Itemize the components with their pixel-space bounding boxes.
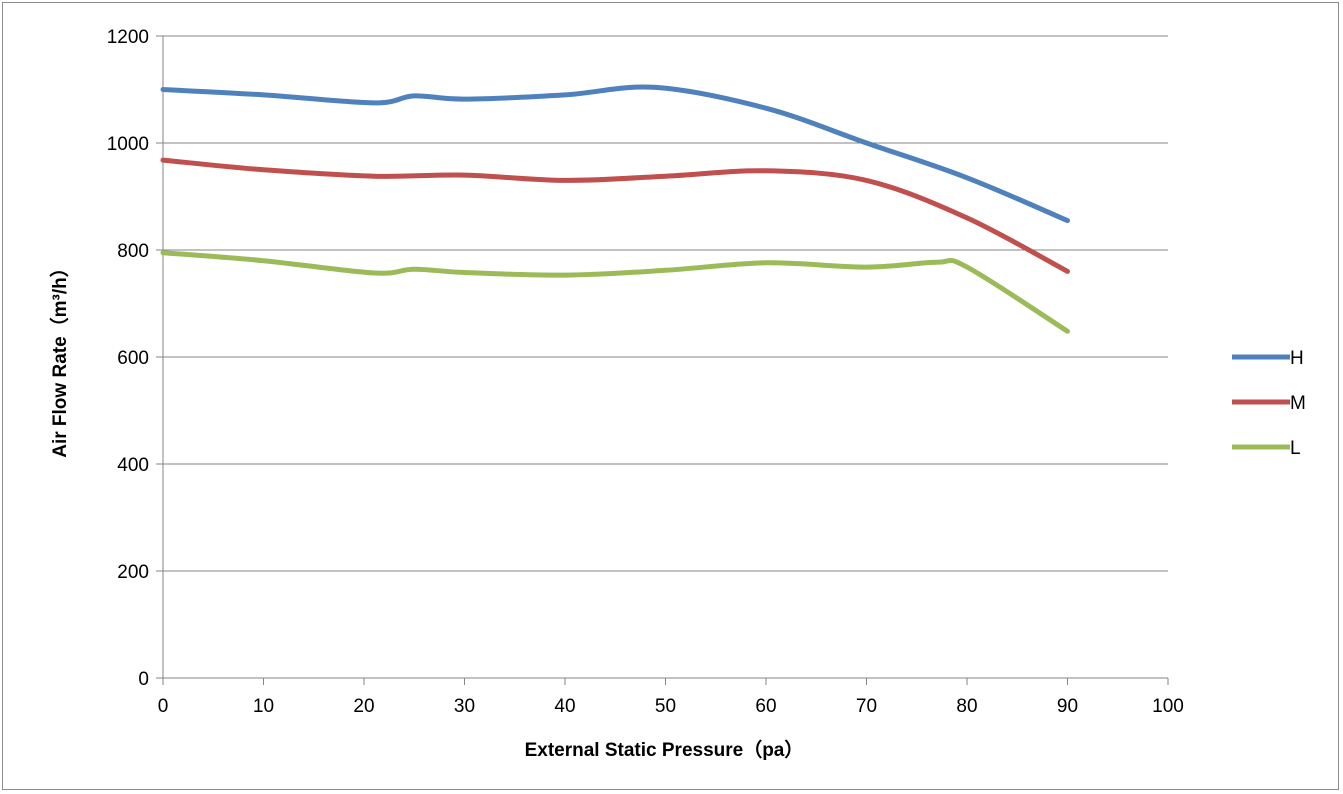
x-tick-label: 70 (856, 696, 877, 717)
gridlines (163, 35, 1168, 572)
legend: H M L (1232, 348, 1306, 459)
legend-label-m: M (1290, 393, 1306, 414)
x-tick-label: 0 (158, 696, 169, 717)
legend-label-l: L (1290, 438, 1301, 459)
x-tick-label: 90 (1057, 696, 1078, 717)
legend-label-h: H (1290, 348, 1304, 369)
y-tick-label: 600 (117, 348, 149, 369)
x-tick-label: 30 (454, 696, 475, 717)
x-tick-label: 40 (554, 696, 575, 717)
y-tick-label: 200 (117, 562, 149, 583)
y-tick-label: 400 (117, 455, 149, 476)
x-tick-label: 10 (253, 696, 274, 717)
series-line-l (160, 250, 1070, 334)
x-tick-labels: 0 10 20 30 40 50 60 70 80 90 100 (158, 696, 1184, 717)
x-tick-label: 100 (1152, 696, 1184, 717)
x-axis-title: External Static Pressure（pa） (525, 738, 804, 761)
x-tick-label: 50 (655, 696, 676, 717)
y-axis-title: Air Flow Rate（m³/h） (48, 258, 71, 458)
y-tick-label: 800 (117, 241, 149, 262)
x-tick-label: 60 (755, 696, 776, 717)
y-tick-label: 1000 (107, 134, 149, 155)
y-tick-label: 0 (138, 669, 149, 690)
axes (156, 35, 1169, 685)
series-lines (160, 84, 1070, 334)
y-tick-labels: 0 200 400 600 800 1000 1200 (107, 27, 149, 690)
series-line-m (160, 157, 1070, 274)
x-tick-label: 80 (956, 696, 977, 717)
y-tick-label: 1200 (107, 27, 149, 48)
x-tick-label: 20 (353, 696, 374, 717)
series-line-h (160, 84, 1070, 224)
